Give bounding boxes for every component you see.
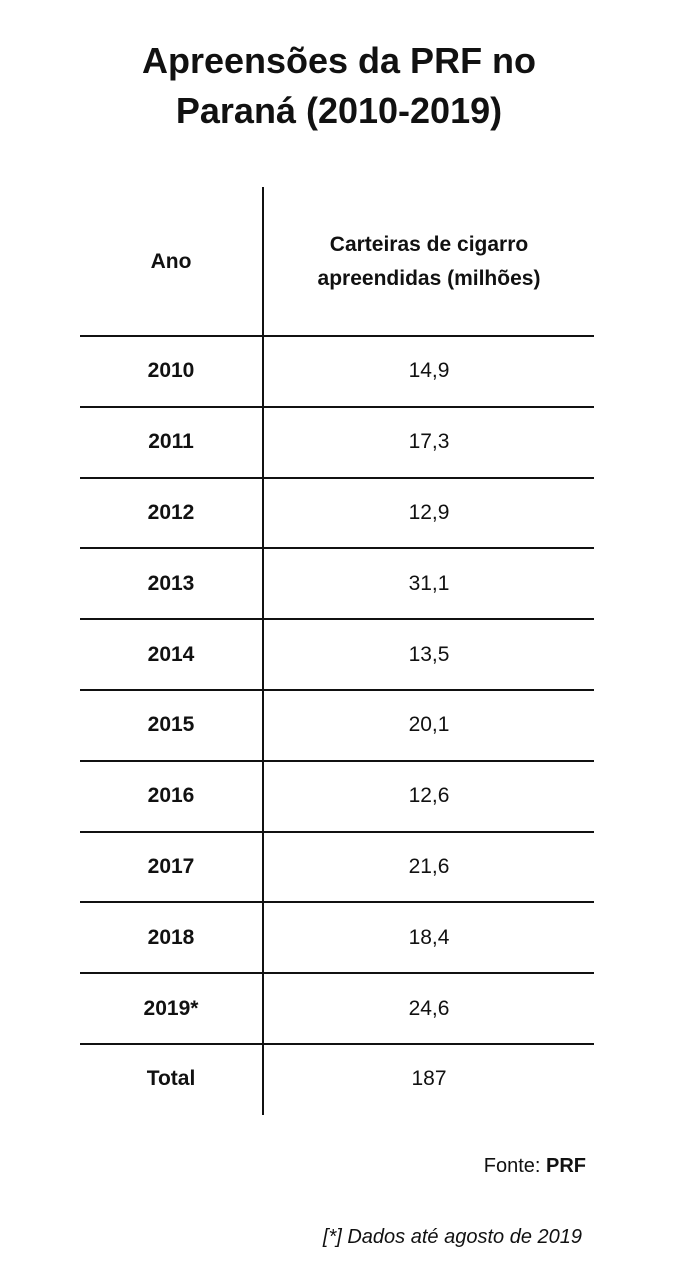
year-cell: 2018 [147, 925, 195, 949]
title: Apreensões da PRF no Paraná (2010-2019) [141, 40, 537, 131]
value-cell: 20,1 [408, 713, 450, 737]
row-divider [80, 759, 594, 762]
value-cell: 187 [411, 1067, 447, 1091]
year-cell: 2016 [147, 784, 195, 808]
header-cell: Carteiras de cigarro apreendidas (milhõe… [317, 232, 541, 290]
row-divider [80, 476, 594, 479]
footnote: [*] Dados até agosto de 2019 [322, 1226, 582, 1248]
source-name: PRF [546, 1155, 586, 1177]
year-cell: 2014 [147, 642, 195, 666]
value-cell: 12,6 [408, 784, 450, 808]
value-cell: 13,5 [408, 642, 450, 666]
value-cell: 24,6 [408, 996, 450, 1020]
row-divider [80, 901, 594, 904]
year-cell: 2012 [147, 500, 195, 524]
row-divider [80, 830, 594, 833]
value-cell: 31,1 [408, 571, 450, 595]
value-cell: 14,9 [408, 359, 450, 383]
value-cell: 12,9 [408, 500, 450, 524]
row-divider [80, 547, 594, 550]
value-cell: 18,4 [408, 925, 450, 949]
row-divider [80, 1043, 594, 1045]
column-divider [262, 187, 264, 1115]
row-divider [80, 405, 594, 408]
year-cell: Total [146, 1067, 196, 1091]
year-cell: 2015 [147, 713, 195, 737]
year-cell: 2017 [147, 854, 195, 878]
row-divider [80, 689, 594, 691]
value-cell: 17,3 [408, 430, 450, 454]
row-divider [80, 618, 594, 621]
value-cell: 21,6 [408, 854, 450, 878]
year-cell: 2013 [147, 571, 195, 595]
year-cell: 2019* [143, 996, 199, 1020]
row-divider [80, 335, 594, 337]
source: Fonte: PRF [484, 1155, 586, 1178]
header-cell: Ano [150, 249, 192, 273]
year-cell: 2011 [148, 430, 194, 454]
row-divider [80, 972, 594, 975]
year-cell: 2010 [147, 359, 195, 383]
title-wrap: Apreensões da PRF no Paraná (2010-2019) [0, 36, 678, 136]
source-label: Fonte: [483, 1155, 541, 1177]
